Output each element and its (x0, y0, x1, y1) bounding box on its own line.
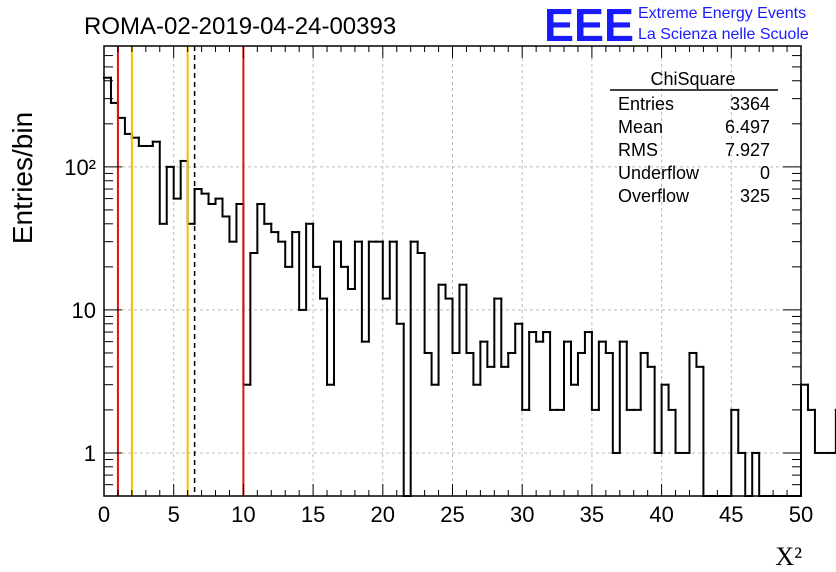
grid (104, 46, 801, 496)
reference-lines (116, 46, 245, 496)
stats-title: ChiSquare (650, 69, 735, 89)
x-tick-label: 40 (649, 502, 673, 527)
stats-value: 3364 (730, 94, 770, 114)
x-axis-label: X² (775, 542, 802, 571)
x-tick-label: 5 (168, 502, 180, 527)
stats-label: Underflow (618, 163, 700, 183)
stats-value: 7.927 (725, 140, 770, 160)
y-tick-label: 10² (64, 155, 96, 180)
stats-box: ChiSquare Entries 3364 Mean 6.497 RMS 7.927 Un… (610, 69, 778, 206)
logo-line2: La Scienza nelle Scuole (638, 26, 809, 43)
stats-value: 0 (760, 163, 770, 183)
x-tick-label: 20 (371, 502, 395, 527)
x-tick-label: 50 (789, 502, 813, 527)
y-tick-label: 1 (84, 441, 96, 466)
stats-label: Overflow (618, 186, 690, 206)
y-axis-label: Entries/bin (7, 112, 38, 244)
stats-label: Mean (618, 117, 663, 137)
stats-label: RMS (618, 140, 658, 160)
x-tick-label: 10 (231, 502, 255, 527)
axis-ticks (103, 45, 802, 497)
x-tick-label: 25 (440, 502, 464, 527)
stats-value: 325 (740, 186, 770, 206)
x-tick-label: 35 (580, 502, 604, 527)
x-tick-label: 45 (719, 502, 743, 527)
logo-line1: Extreme Energy Events (638, 5, 806, 22)
x-tick-label: 15 (301, 502, 325, 527)
stats-value: 6.497 (725, 117, 770, 137)
tick-labels: 0 5 10 15 20 25 30 35 40 45 50 1 10 10² (64, 155, 813, 527)
chart-title: ROMA-02-2019-04-24-00393 (84, 13, 396, 40)
x-tick-label: 30 (510, 502, 534, 527)
x-tick-label: 0 (98, 502, 110, 527)
eee-logo: EEE Extreme Energy Events La Scienza nel… (544, 0, 809, 51)
logo-text: EEE (544, 0, 634, 51)
y-tick-label: 10 (72, 298, 96, 323)
stats-label: Entries (618, 94, 674, 114)
